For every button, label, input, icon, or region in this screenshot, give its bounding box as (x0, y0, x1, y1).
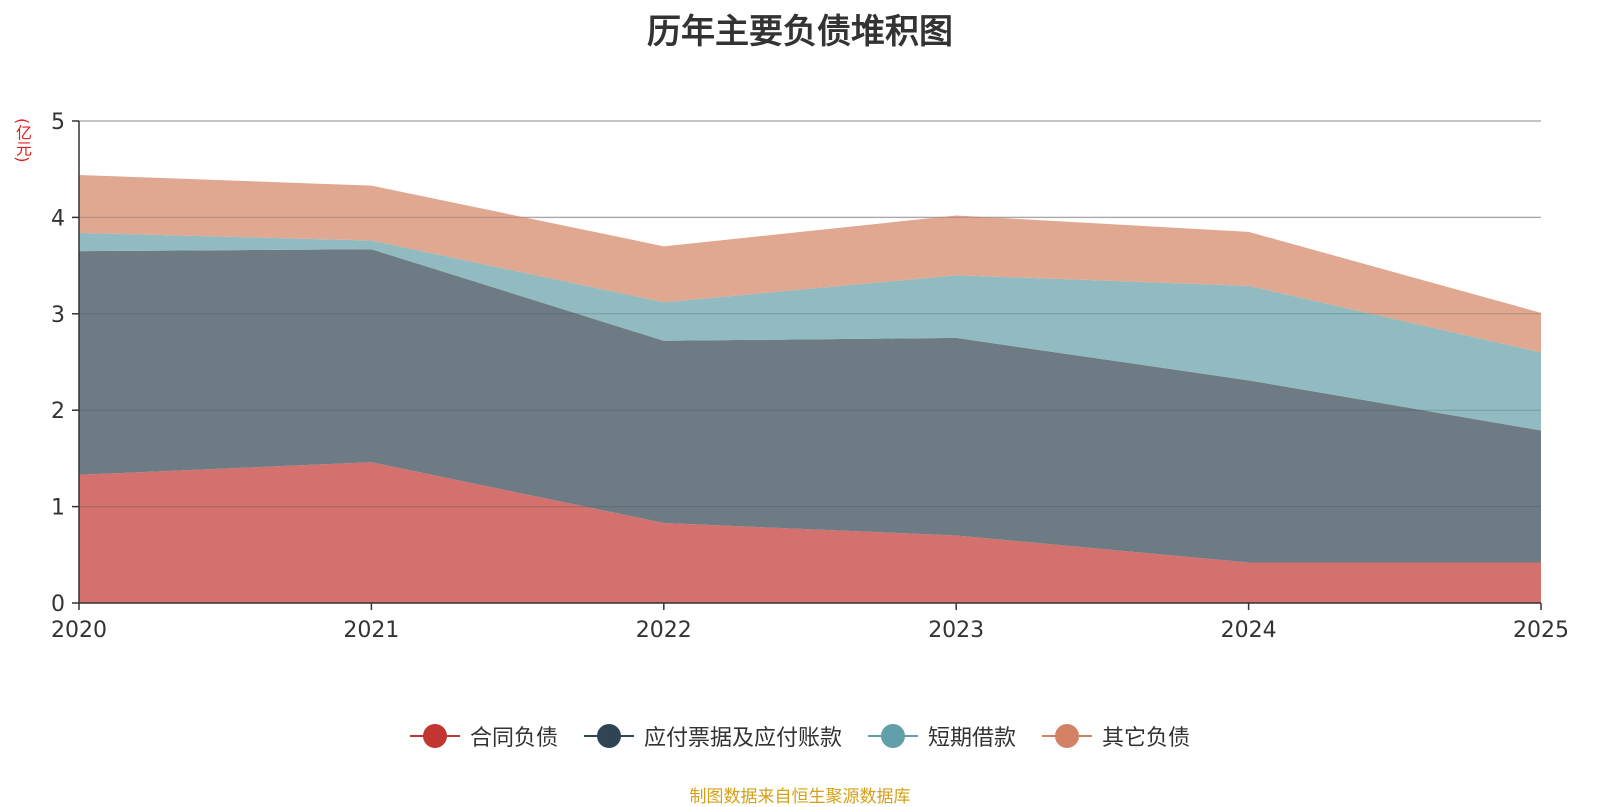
legend-item[interactable]: 短期借款 (868, 720, 1016, 752)
source-note: 制图数据来自恒生聚源数据库 (689, 787, 911, 807)
legend-item[interactable]: 应付票据及应付账款 (583, 720, 842, 752)
x-tick-label: 2021 (343, 618, 399, 643)
stacked-area-chart: 0 1 2 3 4 5 2020 2021 2022 2023 2024 2025 (51, 110, 1569, 643)
area-3 (79, 174, 1541, 353)
x-tick-label: 2023 (928, 618, 984, 643)
y-axis-unit-label: (亿元) (13, 118, 32, 163)
x-tick-label: 2022 (636, 618, 692, 643)
legend-dot (596, 724, 621, 748)
x-tick-label: 2020 (51, 618, 107, 643)
legend-label: 短期借款 (928, 726, 1017, 751)
legend-marker-icon (583, 723, 634, 749)
legend-label: 合同负债 (469, 726, 558, 751)
legend-item[interactable]: 合同负债 (409, 720, 558, 752)
y-tick-label: 4 (51, 206, 65, 231)
y-tick-label: 5 (51, 110, 65, 135)
area-series (79, 120, 1541, 603)
chart-title: 历年主要负债堆积图 (647, 12, 953, 52)
axes: 0 1 2 3 4 5 2020 2021 2022 2023 2024 2025 (51, 110, 1569, 643)
x-tick-label: 2024 (1221, 618, 1277, 643)
legend-dot (422, 724, 447, 748)
legend-dot (1055, 724, 1080, 748)
y-tick-label: 1 (51, 496, 65, 521)
area-0 (79, 462, 1541, 603)
legend-item[interactable]: 其它负债 (1042, 720, 1190, 752)
y-tick-label: 3 (51, 303, 65, 328)
legend-dot (881, 724, 905, 748)
legend-marker-icon (868, 723, 918, 749)
legend-marker-icon (1042, 723, 1093, 749)
x-tick-label: 2025 (1513, 618, 1569, 643)
area-1 (79, 249, 1541, 563)
area-2 (79, 232, 1541, 431)
legend-marker-icon (409, 723, 460, 749)
y-tick-label: 2 (51, 399, 65, 424)
y-tick-label: 0 (51, 592, 65, 617)
legend-label: 其它负债 (1102, 726, 1191, 751)
legend: 合同负债 应付票据及应付账款 短期借款 其它负债 (0, 720, 1600, 752)
legend-label: 应付票据及应付账款 (643, 726, 842, 751)
